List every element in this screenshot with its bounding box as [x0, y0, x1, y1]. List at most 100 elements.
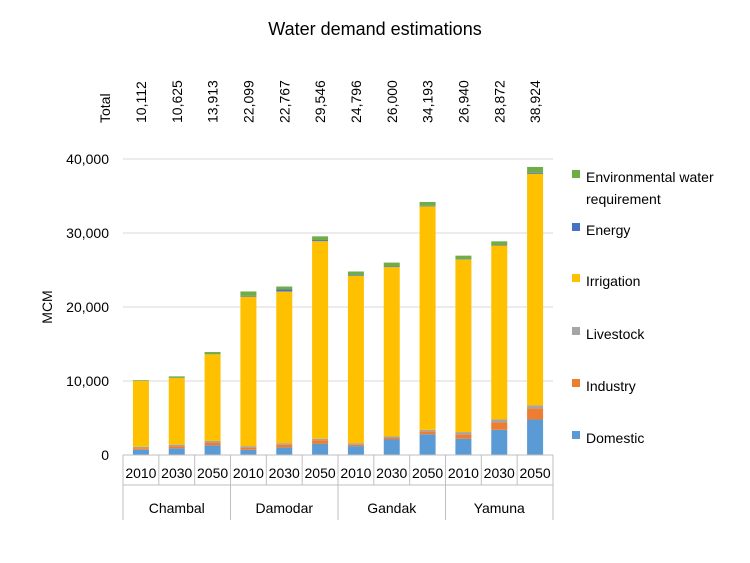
group-label: Gandak [367, 500, 417, 516]
legend-swatch [572, 431, 580, 439]
bar-segment-industry [132, 448, 149, 450]
bar-segment-irrigation [132, 381, 149, 447]
totals-label: Total [97, 93, 113, 123]
bar-segment-environmental-water-requirement [527, 166, 544, 173]
bar-segment-domestic [312, 443, 329, 455]
bar-segment-livestock [240, 446, 257, 448]
bar-segment-irrigation [347, 275, 364, 444]
bar-segment-domestic [455, 438, 472, 455]
bar-segment-industry [204, 442, 221, 446]
x-tick-label: 2030 [269, 465, 300, 481]
y-tick-label: 40,000 [66, 151, 109, 167]
gridlines [123, 158, 553, 382]
bar-segment-irrigation [455, 259, 472, 433]
bar-segment-environmental-water-requirement [168, 376, 185, 378]
x-tick-label: 2050 [412, 465, 443, 481]
bar-segment-environmental-water-requirement [347, 271, 364, 276]
bar-segment-domestic [276, 447, 293, 455]
bar-segment-livestock [383, 436, 400, 438]
x-tick-label: 2030 [484, 465, 515, 481]
total-labels: 10,112 10,625 13,913 22,099 22,767 29,546 24,7… [133, 80, 543, 123]
bar-segment-livestock [455, 432, 472, 435]
bar-segment-environmental-water-requirement [240, 291, 257, 296]
bar-segment-irrigation [419, 206, 436, 430]
bar-segment-irrigation [527, 173, 544, 406]
bar-segment-environmental-water-requirement [276, 286, 293, 290]
bar-segment-livestock [347, 443, 364, 445]
x-tick-label: 2050 [197, 465, 228, 481]
bar-segment-energy [240, 295, 257, 297]
bar-segment-domestic [240, 449, 257, 455]
bar-segment-industry [312, 440, 329, 444]
legend-label: Industry [586, 378, 636, 394]
x-tick-label: 2010 [448, 465, 479, 481]
bar-segment-environmental-water-requirement [204, 352, 221, 355]
bar-segment-environmental-water-requirement [132, 380, 149, 381]
total-label: 26,000 [384, 80, 400, 123]
bar-segment-environmental-water-requirement [419, 201, 436, 206]
bar-segment-energy [312, 240, 329, 242]
y-tick-label: 30,000 [66, 225, 109, 241]
total-label: 22,099 [240, 80, 256, 123]
bar-segment-livestock [527, 405, 544, 409]
legend-label: Environmental water requirement [586, 169, 714, 207]
bar-segment-domestic [132, 449, 149, 455]
group-label: Damodar [255, 500, 313, 516]
bar-segment-energy [383, 266, 400, 268]
bar-segment-domestic [527, 419, 544, 455]
bar-segment-livestock [168, 444, 185, 447]
y-axis-label: MCM [39, 290, 55, 323]
x-tick-label: 2010 [233, 465, 264, 481]
bar-segment-industry [455, 434, 472, 439]
y-tick-labels: 0 10,000 20,000 30,000 40,000 [66, 151, 109, 463]
bar-segment-energy [419, 205, 436, 207]
bar-segment-livestock [276, 443, 293, 445]
total-label: 26,940 [455, 80, 471, 123]
total-label: 38,924 [527, 80, 543, 123]
total-label: 34,193 [420, 80, 436, 123]
bar-segment-domestic [491, 429, 508, 455]
legend-label: Energy [586, 222, 631, 238]
x-tick-label: 2030 [161, 465, 192, 481]
x-tick-label: 2050 [305, 465, 336, 481]
bar-segment-energy [347, 275, 364, 276]
total-label: 24,796 [348, 80, 364, 123]
legend-label: Livestock [586, 326, 645, 342]
bar-segment-industry [240, 447, 257, 450]
bars [132, 166, 544, 455]
bar-segment-irrigation [276, 291, 293, 444]
legend-label: Domestic [586, 430, 645, 446]
bar-segment-industry [491, 422, 508, 430]
bar-segment-domestic [383, 439, 400, 455]
bar-segment-industry [419, 431, 436, 435]
bar-segment-domestic [347, 446, 364, 455]
bar-segment-irrigation [491, 245, 508, 420]
total-label: 13,913 [205, 80, 221, 123]
y-tick-label: 10,000 [66, 373, 109, 389]
bar-segment-irrigation [240, 296, 257, 447]
bar-segment-environmental-water-requirement [383, 262, 400, 267]
bar-segment-industry [168, 446, 185, 449]
x-tick-label: 2030 [376, 465, 407, 481]
bar-segment-domestic [168, 448, 185, 455]
x-tick-label: 2010 [340, 465, 371, 481]
total-label: 29,546 [312, 80, 328, 123]
legend-swatch [572, 274, 580, 282]
legend-swatch [572, 223, 580, 231]
x-tick-label: 2010 [125, 465, 156, 481]
bar-segment-industry [527, 408, 544, 420]
bar-segment-irrigation [383, 267, 400, 437]
bar-segment-energy [276, 289, 293, 292]
legend-swatch [572, 379, 580, 387]
bar-segment-livestock [132, 446, 149, 449]
total-label: 22,767 [276, 80, 292, 123]
legend-swatch [572, 327, 580, 335]
bar-segment-livestock [419, 429, 436, 432]
bar-segment-industry [347, 444, 364, 447]
x-tick-label: 2050 [520, 465, 551, 481]
bar-segment-industry [383, 437, 400, 440]
bar-segment-industry [276, 444, 293, 448]
bar-segment-domestic [204, 445, 221, 455]
bar-segment-environmental-water-requirement [491, 241, 508, 246]
